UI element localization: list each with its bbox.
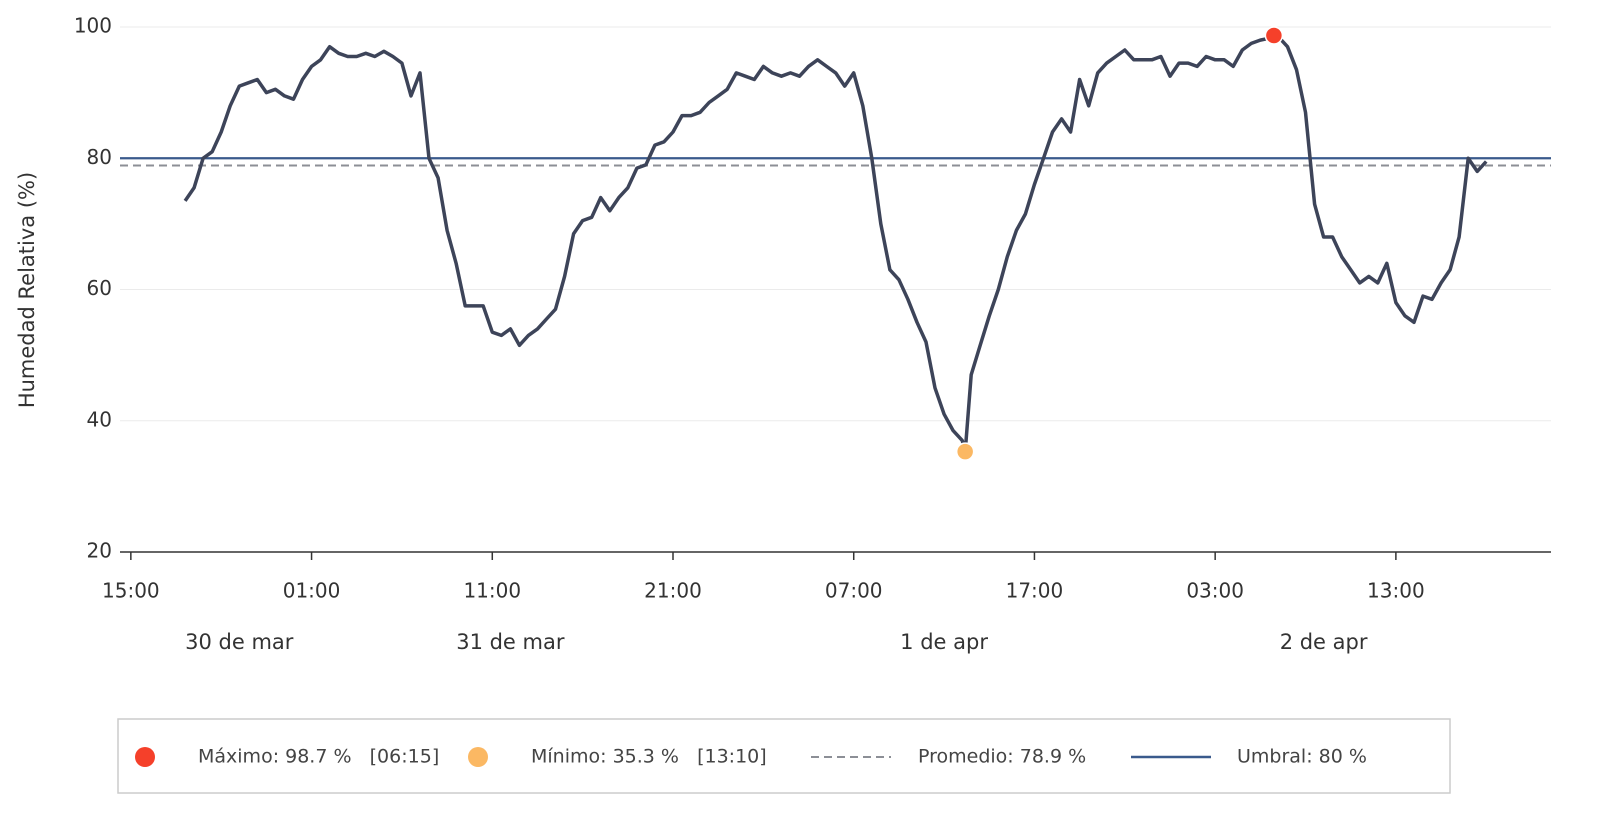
x-tick-label: 01:00	[283, 579, 341, 603]
max-marker	[1264, 26, 1284, 45]
y-tick-label: 60	[87, 276, 112, 300]
y-tick-label: 20	[87, 539, 112, 563]
legend-label: Máximo: 98.7 % [06:15]	[198, 746, 439, 768]
legend-label: Mínimo: 35.3 % [13:10]	[531, 746, 767, 768]
x-tick-label: 21:00	[644, 579, 702, 603]
y-tick-label: 40	[87, 407, 112, 431]
x-tick-label: 13:00	[1367, 579, 1425, 603]
date-label: 2 de apr	[1280, 630, 1368, 654]
legend-label: Umbral: 80 %	[1237, 746, 1367, 768]
y-tick-label: 100	[74, 14, 112, 38]
x-tick-label: 07:00	[825, 579, 883, 603]
legend-symbol	[468, 747, 488, 767]
date-label: 31 de mar	[456, 630, 565, 654]
date-label: 30 de mar	[185, 630, 294, 654]
x-tick-label: 11:00	[463, 579, 521, 603]
legend-label: Promedio: 78.9 %	[918, 746, 1086, 768]
y-axis-label: Humedad Relativa (%)	[15, 172, 39, 408]
x-tick-label: 17:00	[1006, 579, 1064, 603]
legend-box	[117, 718, 1451, 794]
x-tick-label: 03:00	[1186, 579, 1244, 603]
min-marker	[955, 442, 975, 461]
legend-symbol	[135, 747, 155, 767]
date-label: 1 de apr	[900, 630, 988, 654]
line-series	[183, 33, 1488, 454]
x-tick-label: 15:00	[102, 579, 160, 603]
y-tick-label: 80	[87, 145, 112, 169]
